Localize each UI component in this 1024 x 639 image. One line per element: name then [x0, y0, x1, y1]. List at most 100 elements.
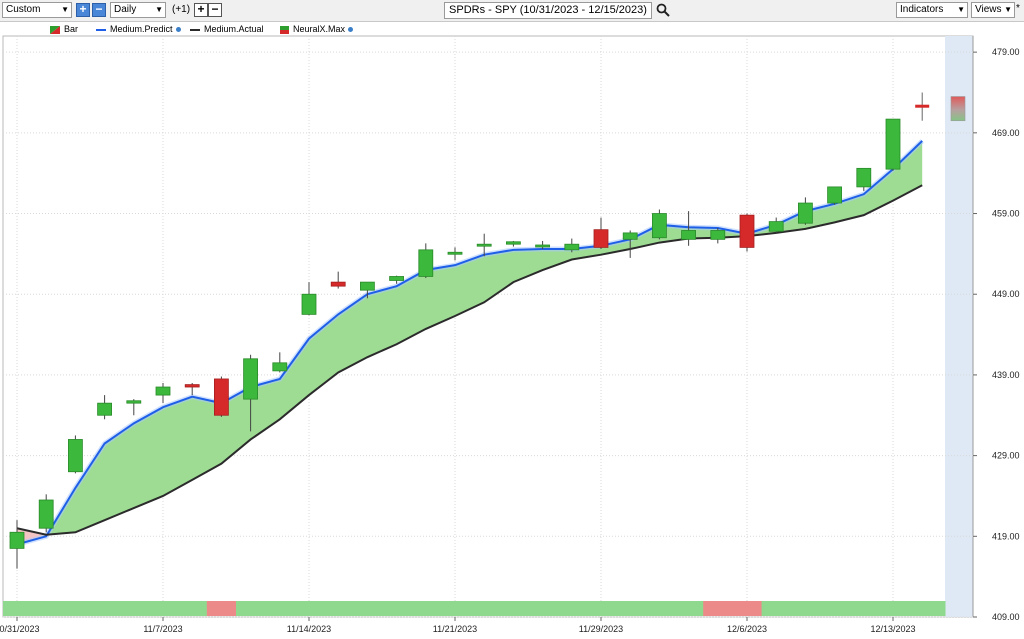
remove-button[interactable]: −	[92, 3, 106, 17]
neural-strip-segment	[206, 601, 237, 616]
x-tick-label: 11/29/2023	[579, 624, 623, 634]
neural-strip-segment	[148, 601, 179, 616]
candle-body[interactable]	[710, 230, 726, 240]
y-tick-label: 439.00	[992, 370, 1020, 380]
symbol-title: SPDRs - SPY (10/31/2023 - 12/15/2023)	[449, 4, 647, 16]
x-tick-label: 11/7/2023	[143, 624, 182, 634]
candle-body[interactable]	[184, 384, 200, 388]
candle-body[interactable]	[739, 214, 755, 248]
neural-strip-segment	[498, 601, 529, 616]
line-swatch-icon	[96, 28, 106, 31]
neural-strip-segment	[440, 601, 471, 616]
candle-body[interactable]	[768, 221, 784, 232]
neural-strip-segment	[761, 601, 792, 616]
candle-body[interactable]	[359, 281, 375, 291]
neural-strip-segment	[236, 601, 266, 616]
candle-body[interactable]	[9, 531, 25, 549]
offset-minus-button[interactable]: −	[208, 3, 222, 17]
neural-strip-segment	[294, 601, 325, 616]
bar-icon	[50, 25, 60, 34]
x-tick-label: 11/14/2023	[287, 624, 331, 634]
forecast-bar[interactable]	[950, 96, 966, 122]
candle-body[interactable]	[505, 241, 521, 245]
candle-body[interactable]	[272, 362, 288, 372]
neural-strip-segment	[469, 601, 500, 616]
candle-body[interactable]	[68, 439, 83, 473]
candle-body[interactable]	[535, 244, 550, 248]
info-dot-icon[interactable]	[175, 27, 181, 33]
candle-body[interactable]	[243, 358, 259, 400]
candle-body[interactable]	[798, 202, 813, 224]
candle-body[interactable]	[622, 232, 638, 240]
preset-dropdown[interactable]: Custom ▼	[2, 2, 72, 18]
candle-body[interactable]	[38, 499, 54, 529]
legend-label: Bar	[64, 24, 79, 34]
candle-body[interactable]	[476, 243, 492, 247]
minus-icon: −	[211, 2, 219, 16]
predict-actual-fill	[17, 140, 923, 545]
neural-strip-segment	[352, 601, 383, 616]
candle-body[interactable]	[447, 251, 463, 255]
neural-strip-segment	[557, 601, 587, 616]
last-bar-marker[interactable]	[915, 104, 930, 108]
y-tick-label: 469.00	[992, 128, 1020, 138]
chart-legend: Bar Medium.Predict Medium.Actual NeuralX…	[0, 22, 960, 36]
offset-label: (+1)	[172, 4, 191, 15]
y-tick-label: 419.00	[992, 531, 1020, 541]
candle-body[interactable]	[126, 400, 142, 404]
toolbar: Custom ▼ + − Daily ▼ (+1) + − SPDRs - SP…	[0, 0, 1024, 22]
legend-item-medium-actual[interactable]: Medium.Actual	[190, 24, 264, 34]
neural-strip-segment	[90, 601, 120, 616]
neural-strip-segment	[586, 601, 617, 616]
candle-body[interactable]	[330, 281, 346, 287]
legend-item-medium-predict[interactable]: Medium.Predict	[96, 24, 181, 34]
neural-strip-segment	[790, 601, 821, 616]
candle-body[interactable]	[885, 118, 901, 170]
candle-body[interactable]	[213, 378, 229, 416]
medium-actual-line	[16, 184, 923, 536]
info-dot-icon[interactable]	[348, 27, 354, 33]
neural-strip-segment	[644, 601, 675, 616]
minus-icon: −	[95, 2, 103, 16]
y-tick-label: 479.00	[992, 47, 1020, 57]
candle-body[interactable]	[97, 402, 112, 416]
add-button[interactable]: +	[76, 3, 90, 17]
y-tick-label: 449.00	[992, 289, 1020, 299]
candle-body[interactable]	[301, 293, 317, 315]
search-icon[interactable]	[656, 3, 670, 17]
legend-item-bar[interactable]: Bar	[50, 24, 78, 34]
indicators-dropdown[interactable]: Indicators ▼	[896, 2, 968, 18]
forecast-region	[945, 36, 973, 617]
chevron-down-icon: ▼	[957, 5, 965, 14]
symbol-title-box[interactable]: SPDRs - SPY (10/31/2023 - 12/15/2023)	[444, 2, 652, 19]
candle-body[interactable]	[856, 167, 872, 188]
candle-body[interactable]	[564, 243, 580, 251]
offset-plus-button[interactable]: +	[194, 3, 208, 17]
neural-strip-segment	[31, 601, 62, 616]
neural-strip-segment	[60, 601, 91, 616]
neural-strip-segment	[849, 601, 879, 616]
x-tick-label: 11/21/2023	[433, 624, 477, 634]
candle-body[interactable]	[418, 249, 434, 277]
views-dropdown[interactable]: Views ▼	[971, 2, 1015, 18]
y-tick-label: 459.00	[992, 209, 1020, 219]
neural-strip-segment	[382, 601, 412, 616]
period-dropdown[interactable]: Daily ▼	[110, 2, 166, 18]
neural-strip-segment	[820, 601, 850, 616]
candle-body[interactable]	[593, 229, 609, 248]
y-tick-label: 409.00	[992, 612, 1020, 622]
x-tick-label: 12/13/2023	[870, 624, 915, 634]
candle-body[interactable]	[827, 186, 842, 204]
candle-body[interactable]	[389, 276, 405, 281]
neural-strip-segment	[878, 601, 946, 616]
candle-body[interactable]	[155, 386, 171, 396]
neural-strip-segment	[615, 601, 646, 616]
candle-body[interactable]	[681, 230, 696, 240]
neural-strip-segment	[411, 601, 441, 616]
candle-body[interactable]	[652, 213, 667, 239]
legend-item-neuralx-max[interactable]: NeuralX.Max	[280, 24, 354, 34]
period-label: Daily	[114, 4, 137, 15]
plus-icon: +	[197, 2, 205, 16]
neural-strip-segment	[3, 601, 33, 616]
